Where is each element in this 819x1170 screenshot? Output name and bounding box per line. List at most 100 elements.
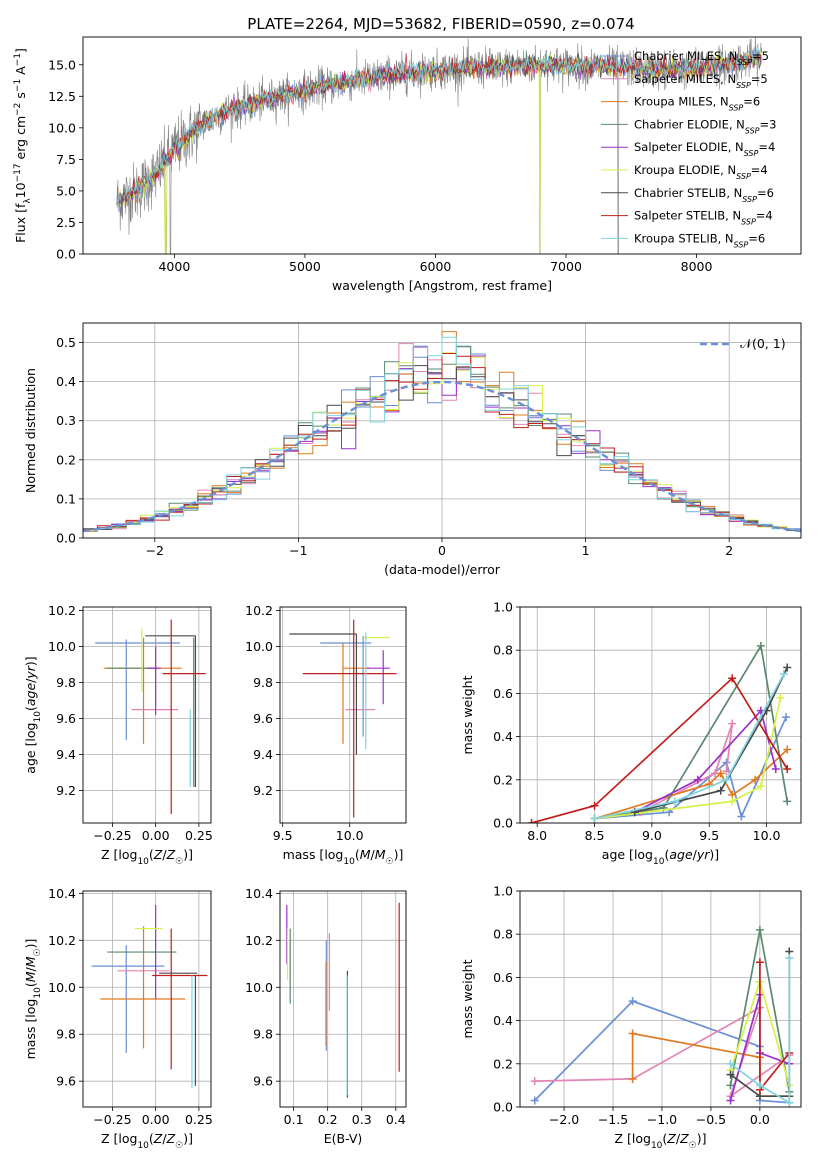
data-point-marker	[756, 782, 765, 791]
residuals-ytick-label: 0.1	[56, 491, 76, 506]
spectrum-xtick-label: 5000	[289, 259, 321, 274]
mass-vs-ebv-ytick-label: 10.2	[245, 933, 273, 948]
mass-vs-Z-ytick-label: 9.8	[56, 1027, 76, 1042]
data-point-marker	[728, 797, 737, 806]
age-vs-Z-ytick-label: 9.2	[56, 783, 76, 798]
mass-weight-series-line	[594, 716, 787, 820]
residuals-ytick-label: 0.0	[56, 531, 76, 546]
data-point-marker	[785, 953, 794, 962]
age-vs-mass-ytick-label: 10.0	[245, 639, 273, 654]
spectrum-ytick-label: 0.0	[56, 247, 76, 262]
age-vs-mass-xtick-label: 9.5	[273, 828, 293, 843]
residual-histogram	[83, 343, 801, 531]
legend-entry-label: Salpeter ELODIE, NSSP=4	[634, 140, 775, 158]
legend-entry-label: 𝒩(0, 1)	[740, 336, 786, 351]
residuals-legend: 𝒩(0, 1)	[700, 336, 786, 351]
mass-weight-vs-age-ylabel: mass weight	[460, 675, 475, 754]
residuals-ytick-label: 0.5	[56, 335, 76, 350]
mass-vs-Z-plot-area	[91, 905, 208, 1089]
mass-weight-vs-age-plot-area	[527, 641, 792, 823]
data-point-marker	[716, 769, 725, 778]
legend-entry-label: Salpeter STELIB, NSSP=4	[634, 209, 773, 227]
mass-vs-ebv-ytick-label: 10.0	[245, 980, 273, 995]
spectrum-ytick-label: 12.5	[48, 89, 76, 104]
data-point-marker	[783, 765, 792, 773]
legend-entry-label: Kroupa MILES, NSSP=6	[634, 95, 760, 113]
data-point-marker	[726, 1070, 735, 1079]
spectrum-panel: 4000 5000 6000 7000 8000 0.0 2.5 5.0 7.5 10.0 12.5…	[13, 36, 802, 293]
data-point-marker	[726, 1096, 735, 1105]
mass-vs-Z-xtick-label: −0.25	[93, 1112, 131, 1127]
data-point-marker	[771, 765, 780, 773]
data-point-marker	[779, 669, 788, 678]
mass-vs-ebv-ytick-label: 9.6	[253, 1074, 273, 1089]
mass-vs-Z-ytick-label: 10.0	[48, 980, 76, 995]
data-point-marker	[728, 674, 737, 683]
mass-vs-ebv-xtick-label: 0.4	[386, 1112, 406, 1127]
gaussian-reference-line	[83, 380, 801, 533]
data-point-marker	[590, 801, 599, 810]
mass-weight-series-line	[634, 667, 788, 814]
mass-weight-vs-age-ytick-label: 0.8	[493, 643, 513, 658]
age-vs-Z-xtick-label: 0.00	[142, 828, 170, 843]
mass-vs-ebv-panel: 0.1 0.2 0.3 0.4 9.6 9.8 10.0 10.2 10.4 E(B-V)	[245, 886, 407, 1146]
residuals-plot-area	[83, 331, 801, 533]
data-point-marker	[527, 819, 536, 823]
age-vs-Z-xlabel: Z [log10(Z/Z☉)]	[101, 847, 193, 867]
spectrum-ytick-label: 7.5	[56, 152, 76, 167]
residuals-xtick-label: 1	[582, 543, 590, 558]
mass-weight-vs-Z-ylabel: mass weight	[460, 959, 475, 1038]
age-vs-Z-ytick-label: 9.8	[56, 675, 76, 690]
figure-title: PLATE=2264, MJD=53682, FIBERID=0590, z=0…	[247, 15, 634, 33]
spectrum-ytick-label: 15.0	[48, 57, 76, 72]
age-vs-mass-xlabel: mass [log10(M/M☉)]	[283, 847, 404, 867]
mass-weight-vs-age-xtick-label: 8.5	[585, 828, 605, 843]
age-vs-mass-ytick-label: 9.6	[253, 711, 273, 726]
mass-weight-vs-age-frame	[519, 606, 802, 824]
data-point-marker	[751, 775, 760, 784]
mass-vs-ebv-xtick-label: 0.2	[318, 1112, 338, 1127]
data-point-marker	[776, 693, 785, 702]
spectrum-xtick-label: 8000	[681, 259, 713, 274]
spectrum-plot-area	[116, 37, 763, 254]
mass-vs-Z-ytick-label: 9.6	[56, 1074, 76, 1089]
age-vs-mass-ytick-label: 9.8	[253, 675, 273, 690]
spectrum-model-line	[116, 45, 762, 205]
mass-weight-series-line	[594, 697, 782, 820]
data-point-marker	[785, 1098, 794, 1107]
mass-vs-ebv-xtick-label: 0.3	[352, 1112, 372, 1127]
mass-vs-ebv-ytick-label: 10.4	[245, 886, 273, 901]
mass-vs-Z-panel: −0.25 0.00 0.25 9.6 9.8 10.0 10.2 10.4 Z [log10(…	[23, 886, 213, 1151]
mass-weight-vs-age-ytick-label: 0.6	[493, 686, 513, 701]
age-vs-mass-xtick-label: 10.0	[336, 828, 364, 843]
data-point-marker	[782, 713, 791, 722]
mass-weight-vs-age-ytick-label: 0.4	[493, 729, 513, 744]
spectrum-frame	[82, 36, 802, 255]
mass-vs-Z-ytick-label: 10.4	[48, 886, 76, 901]
legend-entry-label: Kroupa ELODIE, NSSP=4	[634, 163, 768, 181]
mass-weight-vs-Z-xlabel: Z [log10(Z/Z☉)]	[614, 1131, 706, 1151]
age-vs-Z-ylabel: age [log10(age/yr)]	[23, 656, 43, 773]
mass-vs-ebv-ytick-label: 9.8	[253, 1027, 273, 1042]
mass-weight-vs-Z-plot-area	[530, 925, 794, 1107]
data-point-marker	[726, 1081, 735, 1090]
legend-entry-label: Chabrier STELIB, NSSP=6	[634, 186, 774, 204]
spectrum-ylabel: Flux [fλ10−17 erg cm−2 s−1 A−1]	[13, 48, 33, 243]
mass-weight-vs-age-panel: 8.0 8.5 9.0 9.5 10.0 0.0 0.2 0.4 0.6 0.8 1.0 age [l…	[460, 600, 802, 867]
mass-weight-vs-Z-ytick-label: 0.0	[493, 1100, 513, 1115]
age-vs-Z-ytick-label: 9.6	[56, 711, 76, 726]
data-point-marker	[737, 812, 746, 821]
mass-weight-vs-Z-ytick-label: 0.6	[493, 970, 513, 985]
mass-weight-vs-age-xtick-label: 9.5	[699, 828, 719, 843]
spectrum-xtick-label: 6000	[420, 259, 452, 274]
age-vs-Z-xtick-label: 0.25	[185, 828, 213, 843]
legend-entry-label: Chabrier ELODIE, NSSP=3	[634, 117, 776, 135]
residuals-ytick-label: 0.4	[56, 374, 76, 389]
mass-weight-vs-Z-frame	[519, 890, 802, 1108]
data-point-marker	[722, 775, 731, 784]
data-point-marker	[628, 1029, 637, 1038]
data-point-marker	[783, 797, 792, 806]
residuals-xlabel: (data-model)/error	[384, 562, 501, 577]
mass-weight-vs-Z-panel: −2.0 −1.5 −1.0 −0.5 0.0 0.0 0.2 0.4 0.6 0.8 1.0 Z […	[460, 884, 802, 1151]
